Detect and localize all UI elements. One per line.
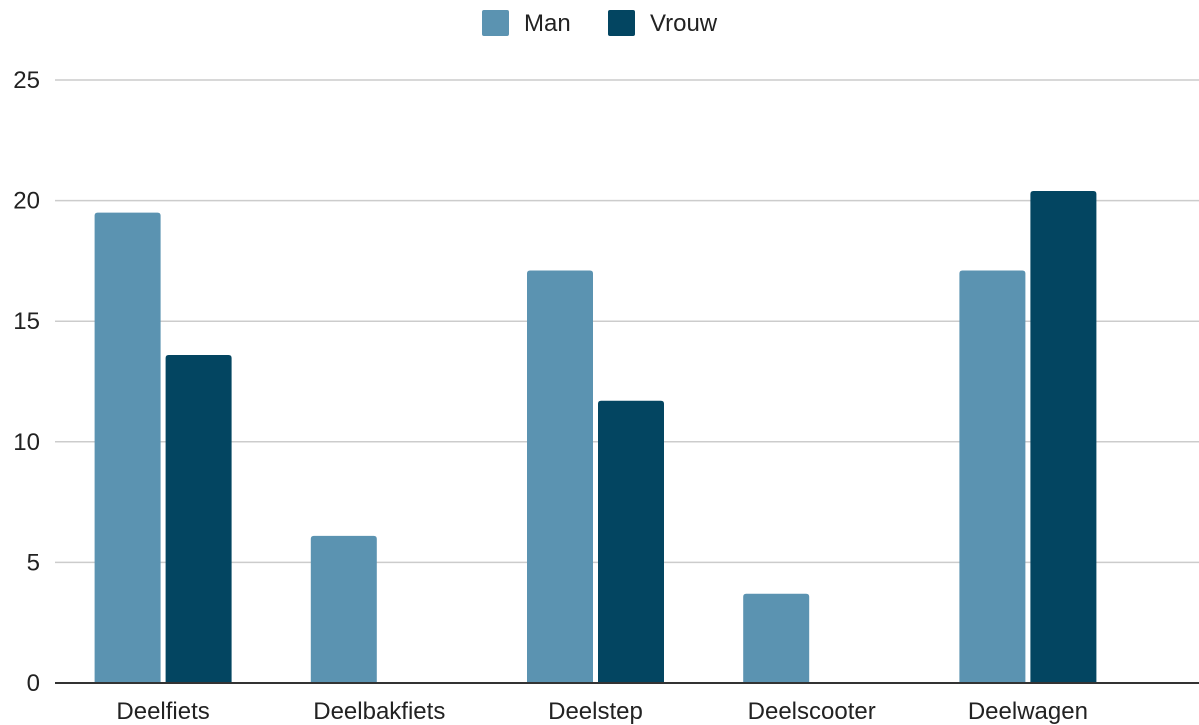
x-tick-label: Deelwagen <box>968 698 1088 725</box>
legend: Man Vrouw <box>482 10 718 37</box>
legend-swatch-man <box>482 10 509 36</box>
y-tick-label: 25 <box>13 67 40 94</box>
y-tick-label: 10 <box>13 429 40 456</box>
legend-swatch-vrouw <box>608 10 635 36</box>
bar-man-deelscooter <box>743 593 810 683</box>
y-tick-label: 15 <box>13 308 40 335</box>
y-tick-label: 5 <box>27 549 40 576</box>
x-tick-label: Deelscooter <box>748 698 876 725</box>
bar-vrouw-deelwagen <box>1030 190 1097 683</box>
x-tick-label: Deelbakfiets <box>313 698 445 725</box>
bars <box>94 190 1097 683</box>
bar-vrouw-deelstep <box>598 400 664 683</box>
bar-vrouw-deelfiets <box>165 354 232 683</box>
y-tick-label: 20 <box>13 188 40 215</box>
y-axis-ticks: 0 5 10 15 20 25 <box>13 67 40 697</box>
y-tick-label: 0 <box>27 670 40 697</box>
x-axis-ticks: Deelfiets Deelbakfiets Deelstep Deelscooter… <box>116 698 1088 725</box>
bar-man-deelstep <box>527 270 593 683</box>
bar-man-deelwagen <box>959 270 1026 683</box>
x-tick-label: Deelfiets <box>116 698 209 725</box>
bar-man-deelfiets <box>94 212 161 683</box>
x-tick-label: Deelstep <box>548 698 643 725</box>
bar-man-deelbakfiets <box>310 535 377 683</box>
legend-label-man: Man <box>524 10 571 37</box>
legend-label-vrouw: Vrouw <box>650 10 718 37</box>
